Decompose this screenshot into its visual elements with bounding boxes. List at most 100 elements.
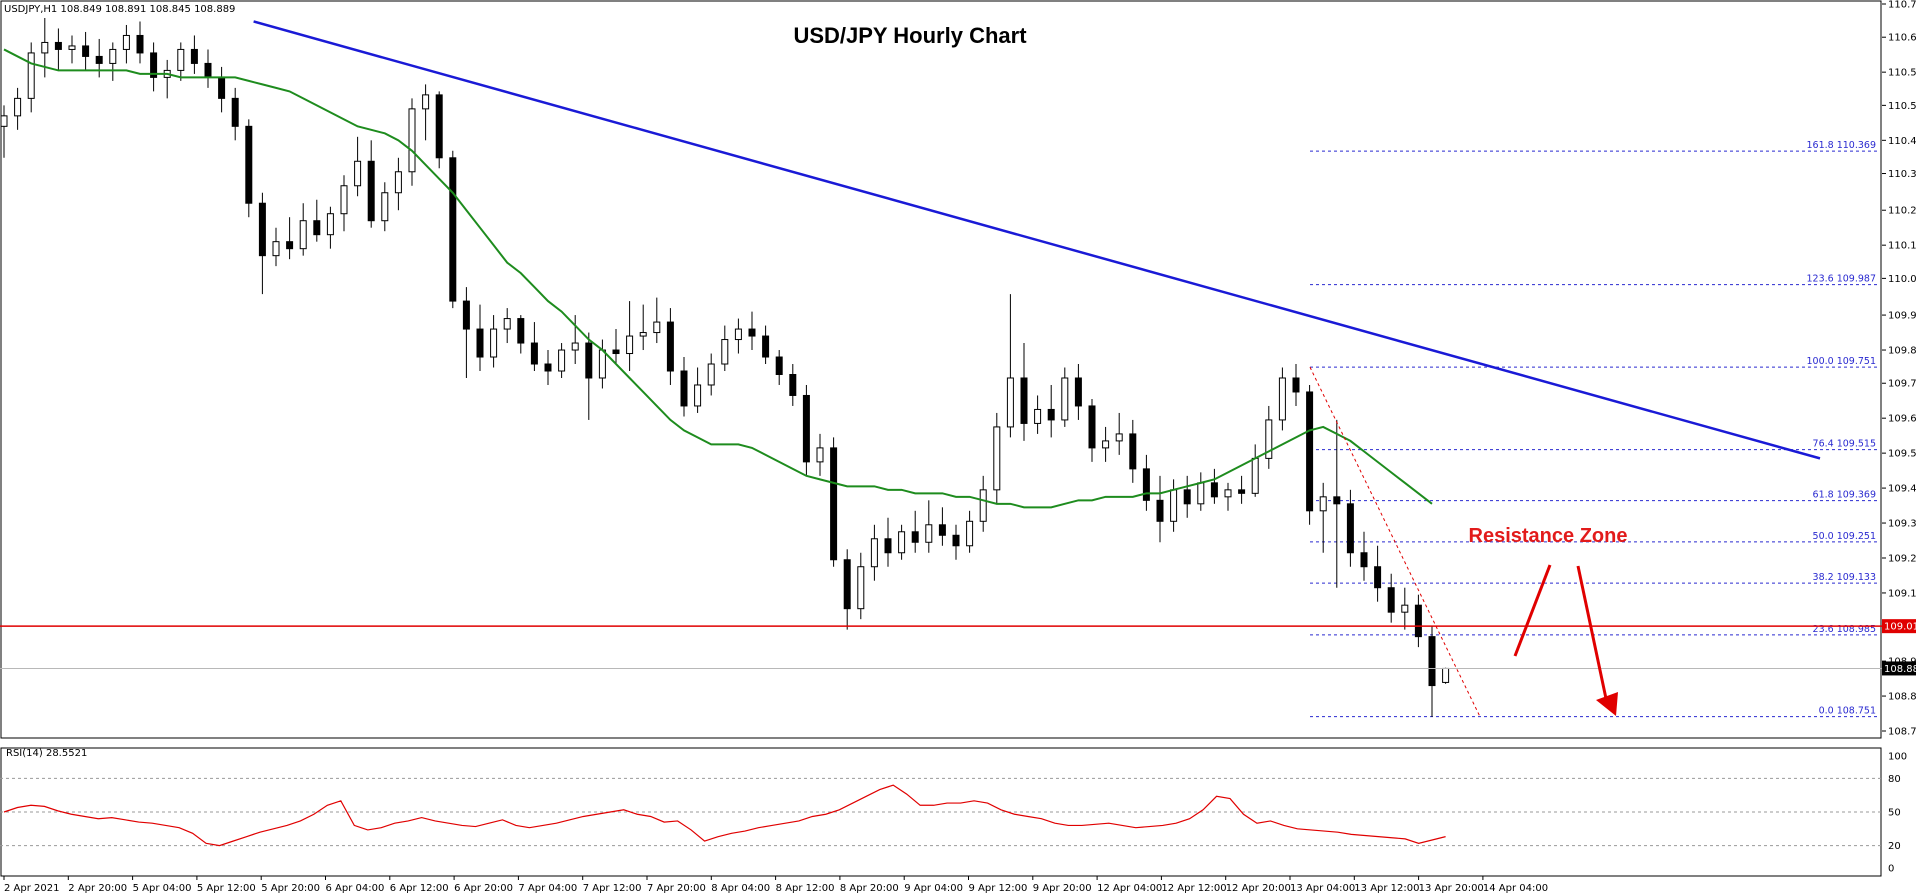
- candle-body: [544, 363, 552, 372]
- candle-body: [911, 531, 919, 543]
- candle-body: [1210, 482, 1218, 498]
- candle-body: [1129, 433, 1137, 470]
- bounce-arrow-up: [1513, 564, 1552, 657]
- price-tick-label: 110.400: [1888, 136, 1916, 147]
- fib-level-label: 23.6 108.985: [1813, 624, 1876, 635]
- candle-body: [979, 489, 987, 522]
- candle-body: [1034, 408, 1042, 424]
- candle-body: [530, 342, 538, 365]
- time-tick-label: 13 Apr 20:00: [1419, 883, 1484, 894]
- symbol-header: USDJPY,H1 108.849 108.891 108.845 108.88…: [4, 4, 235, 15]
- current-price-tag: [1882, 661, 1916, 676]
- candle-body: [598, 349, 606, 379]
- candle-body: [938, 524, 946, 536]
- candle-body: [1088, 405, 1096, 449]
- candle-body: [150, 52, 158, 78]
- candle-body: [381, 192, 389, 222]
- rsi-line: [3, 784, 1446, 847]
- candle-body: [1414, 604, 1422, 638]
- rsi-tick-label: 50: [1888, 808, 1901, 819]
- time-tick-label: 8 Apr 04:00: [711, 883, 770, 894]
- candle-body: [14, 97, 22, 117]
- candle-body: [653, 321, 661, 334]
- candle-body: [435, 94, 443, 159]
- price-tick-label: 110.005: [1888, 274, 1916, 285]
- fib-swing-line: [1309, 366, 1481, 717]
- candle-body: [1115, 433, 1123, 442]
- candle-body: [748, 328, 756, 337]
- candle-body: [122, 34, 130, 50]
- price-tick-label: 109.105: [1888, 588, 1916, 599]
- candle-body: [626, 335, 634, 355]
- time-tick-label: 9 Apr 20:00: [1033, 883, 1092, 894]
- candle-body: [449, 157, 457, 302]
- fib-level-label: 161.8 110.369: [1806, 140, 1876, 151]
- candle-body: [666, 321, 674, 372]
- fib-level-label: 61.8 109.369: [1813, 490, 1876, 501]
- candle-body: [884, 538, 892, 554]
- candle-body: [694, 384, 702, 407]
- candle-body: [816, 447, 824, 463]
- candle-body: [503, 318, 511, 330]
- candle-body: [231, 97, 239, 127]
- time-tick-label: 12 Apr 20:00: [1226, 883, 1291, 894]
- candle-body: [190, 48, 198, 64]
- candle-body: [462, 300, 470, 330]
- candle-body: [1346, 503, 1354, 554]
- candle-body: [1197, 482, 1205, 505]
- candle-body: [408, 108, 416, 173]
- candle-body: [340, 185, 348, 215]
- time-tick-label: 6 Apr 20:00: [454, 883, 513, 894]
- time-tick-label: 2 Apr 20:00: [68, 883, 127, 894]
- candle-body: [517, 318, 525, 344]
- moving-average-line: [3, 48, 1433, 509]
- candle-body: [571, 342, 579, 351]
- candle-body: [0, 115, 8, 127]
- candle-body: [898, 531, 906, 554]
- time-tick-label: 6 Apr 12:00: [390, 883, 449, 894]
- time-tick-label: 8 Apr 20:00: [840, 883, 899, 894]
- candle-body: [830, 447, 838, 561]
- candle-body: [1047, 408, 1055, 421]
- candle-body: [802, 394, 810, 463]
- price-tick-label: 110.200: [1888, 206, 1916, 217]
- candle-body: [422, 94, 430, 110]
- time-tick-label: 2 Apr 2021: [4, 883, 59, 894]
- time-tick-label: 9 Apr 04:00: [904, 883, 963, 894]
- time-tick-label: 5 Apr 20:00: [261, 883, 320, 894]
- decline-arrow-head: [1596, 692, 1618, 716]
- price-tick-label: 109.405: [1888, 484, 1916, 495]
- candle-body: [1170, 489, 1178, 522]
- candle-body: [1428, 636, 1436, 687]
- price-tick-label: 110.790: [1888, 0, 1916, 11]
- candle-body: [1442, 667, 1450, 683]
- candle-body: [1360, 552, 1368, 568]
- candle-body: [734, 328, 742, 341]
- rsi-tick-label: 80: [1888, 774, 1901, 785]
- candle-body: [1238, 489, 1246, 494]
- time-tick-label: 14 Apr 04:00: [1483, 883, 1548, 894]
- candle-body: [789, 373, 797, 396]
- candle-body: [1319, 496, 1327, 512]
- candle-body: [721, 339, 729, 365]
- candle-body: [639, 332, 647, 337]
- price-tick-label: 108.810: [1888, 692, 1916, 703]
- candle-body: [204, 62, 212, 78]
- candle-body: [54, 41, 62, 50]
- candle-body: [1278, 377, 1286, 421]
- candle-body: [1156, 499, 1164, 522]
- candle-body: [762, 335, 770, 358]
- candle-body: [136, 34, 144, 54]
- candle-body: [775, 356, 783, 375]
- candle-body: [313, 220, 321, 236]
- time-tick-label: 7 Apr 04:00: [518, 883, 577, 894]
- candle-body: [1292, 377, 1300, 393]
- candle-body: [1142, 468, 1150, 501]
- time-tick-label: 5 Apr 12:00: [197, 883, 256, 894]
- candle-body: [1306, 391, 1314, 512]
- decline-arrow-down: [1576, 565, 1610, 709]
- candle-body: [1020, 377, 1028, 424]
- time-tick-label: 6 Apr 04:00: [326, 883, 385, 894]
